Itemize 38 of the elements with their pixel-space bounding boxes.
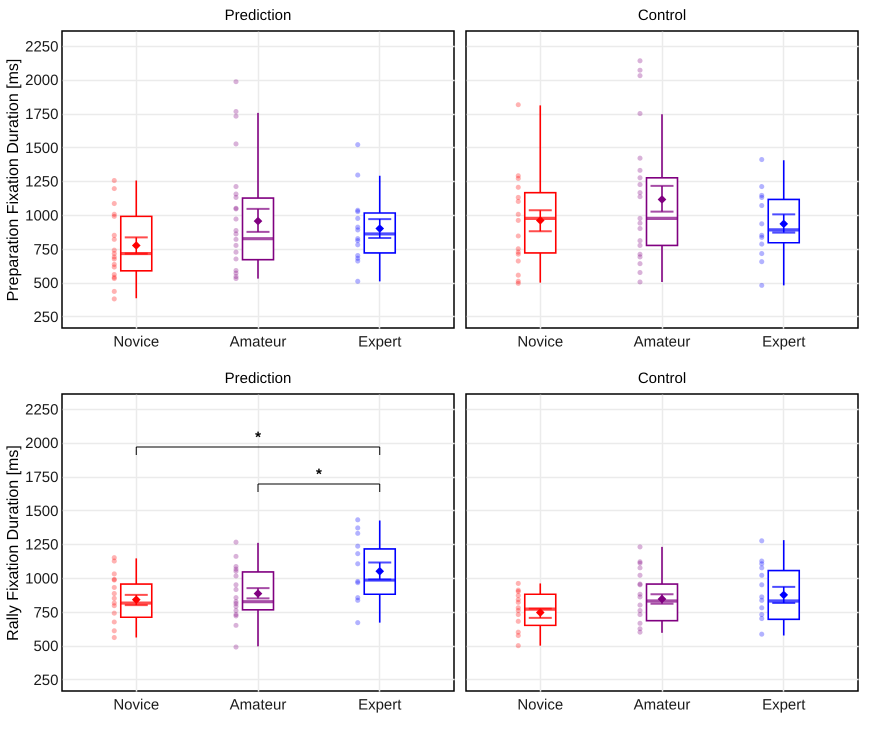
y-tick-label: 750 (33, 241, 58, 258)
y-tick-label: 500 (33, 638, 58, 656)
x-tick-label: Amateur (634, 334, 690, 350)
y-tick-label: 1750 (25, 106, 58, 124)
x-tick-label: Amateur (230, 334, 286, 350)
y-tick-label: 2250 (25, 38, 58, 56)
y-tick-label: 2250 (25, 401, 58, 418)
y-tick-label: 2000 (25, 72, 58, 90)
y-tick-label: 250 (33, 672, 58, 689)
y-tick-label: 1500 (25, 140, 58, 157)
x-tick-label: Amateur (634, 696, 690, 714)
y-tick-label: 1250 (25, 536, 58, 554)
y-tick-label: 500 (33, 275, 58, 292)
annotation: * (316, 466, 322, 483)
chart-title: Control (638, 370, 686, 387)
x-tick-label: Novice (517, 334, 564, 350)
x-tick-label: Expert (762, 334, 806, 350)
y-tick-label: 1750 (25, 469, 58, 486)
chart-title: Prediction (224, 370, 292, 387)
chart-title: Prediction (224, 7, 292, 24)
x-tick-label: Novice (517, 696, 564, 714)
x-tick-label: Expert (358, 334, 402, 350)
y-axis-title: Rally Fixation Duration [ms] (5, 445, 22, 641)
chart-title: Control (638, 7, 686, 24)
y-tick-label: 250 (33, 309, 58, 326)
x-tick-label: Novice (113, 696, 160, 714)
y-tick-label: 1500 (25, 502, 58, 520)
x-tick-label: Expert (762, 696, 806, 714)
y-tick-label: 1250 (25, 174, 58, 191)
y-tick-label: 1000 (25, 208, 58, 225)
annotation: * (255, 429, 262, 446)
y-tick-label: 750 (33, 604, 58, 622)
y-axis-title: Preparation Fixation Duration [ms] (5, 58, 22, 302)
y-tick-label: 1000 (25, 570, 58, 588)
x-tick-label: Novice (113, 334, 160, 350)
y-tick-label: 2000 (25, 435, 58, 452)
x-tick-label: Expert (358, 696, 402, 714)
x-tick-label: Amateur (230, 696, 286, 714)
